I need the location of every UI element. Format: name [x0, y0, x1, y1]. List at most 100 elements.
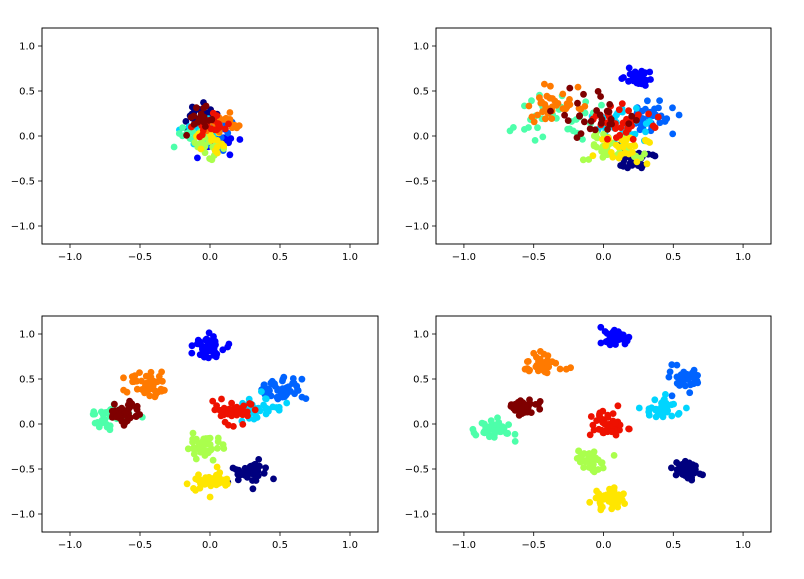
scatter-point [224, 343, 232, 351]
scatter-point [472, 431, 480, 439]
axes-top-left: −1.0 −0.5 0.0 0.5 1.0 1.0 0.5 0.0 −0.5 −1.0 [11, 27, 379, 263]
scatter-point [147, 368, 155, 376]
scatter-point [586, 498, 594, 506]
scatter-point [630, 141, 638, 149]
scatter-point [544, 352, 552, 360]
scatter-point [183, 131, 191, 139]
scatter-point [480, 429, 488, 436]
scatter-point [669, 104, 676, 112]
scatter-point [585, 450, 593, 457]
scatter-point [247, 400, 255, 408]
scatter-point [184, 445, 192, 453]
scatter-point [522, 402, 529, 410]
y-tick-label: 0.5 [19, 87, 35, 98]
scatter-point [94, 419, 102, 426]
scatter-point [190, 445, 198, 453]
scatter-point [125, 405, 132, 412]
scatter-point [663, 115, 671, 123]
scatter-point [216, 123, 224, 131]
x-tick-label: 0.5 [665, 252, 681, 263]
scatter-point [625, 120, 633, 127]
scatter-point [302, 395, 310, 402]
scatter-point [197, 448, 205, 456]
scatter-points [170, 99, 244, 164]
scatter-point [146, 378, 154, 386]
scatter-point [190, 112, 198, 120]
scatter-points [89, 329, 310, 501]
scatter-point [615, 143, 622, 151]
scatter-point [641, 150, 648, 158]
x-tick-label: 0.5 [665, 540, 681, 551]
scatter-point [597, 339, 605, 347]
scatter-point [608, 428, 615, 436]
scatter-point [616, 131, 624, 139]
scatter-point [250, 415, 258, 423]
scatter-point [668, 361, 676, 369]
scatter-point [511, 406, 519, 414]
scatter-point [628, 112, 636, 120]
scatter-point [659, 413, 667, 421]
scatter-point [536, 355, 544, 363]
scatter-point [625, 125, 632, 133]
scatter-point [191, 139, 199, 147]
scatter-point [505, 421, 512, 428]
scatter-point [543, 92, 551, 100]
x-tick-label: −0.5 [128, 540, 152, 551]
scatter-point [605, 108, 613, 116]
scatter-point [579, 156, 587, 164]
y-tick-label: −1.0 [11, 222, 35, 233]
scatter-point [539, 133, 547, 141]
scatter-point [694, 379, 702, 387]
scatter-point [566, 84, 574, 92]
scatter-point [204, 447, 212, 454]
scatter-point [675, 409, 683, 417]
scatter-point [273, 393, 281, 401]
x-tick-label: −1.0 [452, 252, 476, 263]
scatter-point [270, 475, 277, 483]
scatter-point [214, 444, 221, 452]
scatter-point [655, 104, 662, 112]
scatter-point [614, 402, 622, 410]
scatter-point [209, 397, 217, 405]
scatter-point [499, 423, 506, 430]
scatter-point [604, 414, 612, 421]
scatter-point [653, 406, 661, 414]
scatter-point [696, 470, 704, 478]
scatter-point [200, 118, 208, 126]
x-tick-label: −0.5 [128, 252, 152, 263]
scatter-point [486, 433, 493, 441]
scatter-point [590, 461, 597, 468]
scatter-point [580, 464, 587, 471]
scatter-point [607, 149, 615, 156]
y-tick-label: 0.0 [19, 420, 35, 431]
scatter-point [604, 125, 611, 133]
scatter-point [213, 463, 221, 471]
scatter-point [623, 337, 631, 345]
scatter-point [100, 411, 107, 419]
scatter-point [668, 464, 675, 472]
scatter-point [200, 104, 208, 112]
scatter-point [493, 421, 501, 429]
x-tick-label: −1.0 [58, 540, 82, 551]
scatter-points [469, 323, 706, 514]
scatter-point [643, 160, 651, 168]
y-tick-label: 0.0 [413, 420, 429, 431]
scatter-point [683, 371, 691, 378]
scatter-point [206, 434, 214, 442]
scatter-point [225, 120, 232, 128]
scatter-point [599, 153, 607, 161]
scatter-point [222, 125, 229, 133]
y-tick-label: −0.5 [11, 177, 35, 188]
scatter-point [151, 393, 159, 401]
scatter-point [494, 414, 501, 422]
scatter-point [589, 152, 597, 160]
scatter-point [599, 464, 607, 472]
scatter-point [683, 404, 690, 412]
scatter-point [226, 151, 234, 159]
scatter-point [193, 104, 200, 112]
scatter-point [609, 410, 617, 417]
scatter-point [610, 484, 618, 491]
scatter-point [553, 102, 560, 109]
scatter-point [279, 377, 286, 385]
